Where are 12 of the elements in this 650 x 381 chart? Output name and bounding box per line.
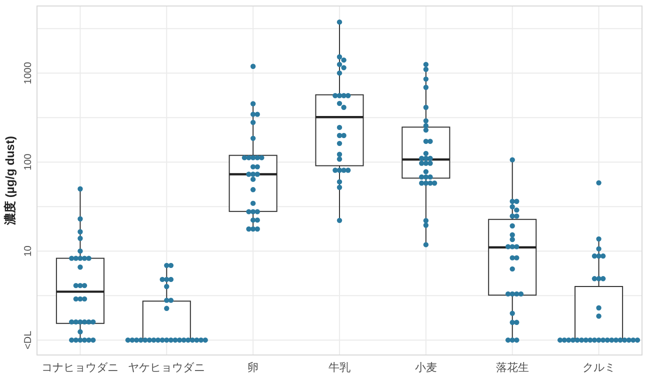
x-tick-label: 小麦 [414, 361, 437, 374]
y-tick-label: <DL [23, 330, 34, 350]
y-tick-label: 10 [23, 245, 34, 257]
x-tick-label: ヤケヒョウダニ [128, 362, 206, 374]
y-tick-label: 100 [23, 153, 34, 170]
x-tick-label: 卵 [248, 361, 259, 374]
y-axis-title: 濃度 (µg/g dust) [3, 136, 17, 226]
y-tick-label: 1000 [23, 62, 34, 84]
x-tick-label: クルミ [582, 362, 616, 374]
x-tick-label: 落花生 [496, 361, 529, 374]
x-tick-label: コナヒョウダニ [42, 362, 119, 374]
x-tick-label: 牛乳 [328, 361, 350, 374]
